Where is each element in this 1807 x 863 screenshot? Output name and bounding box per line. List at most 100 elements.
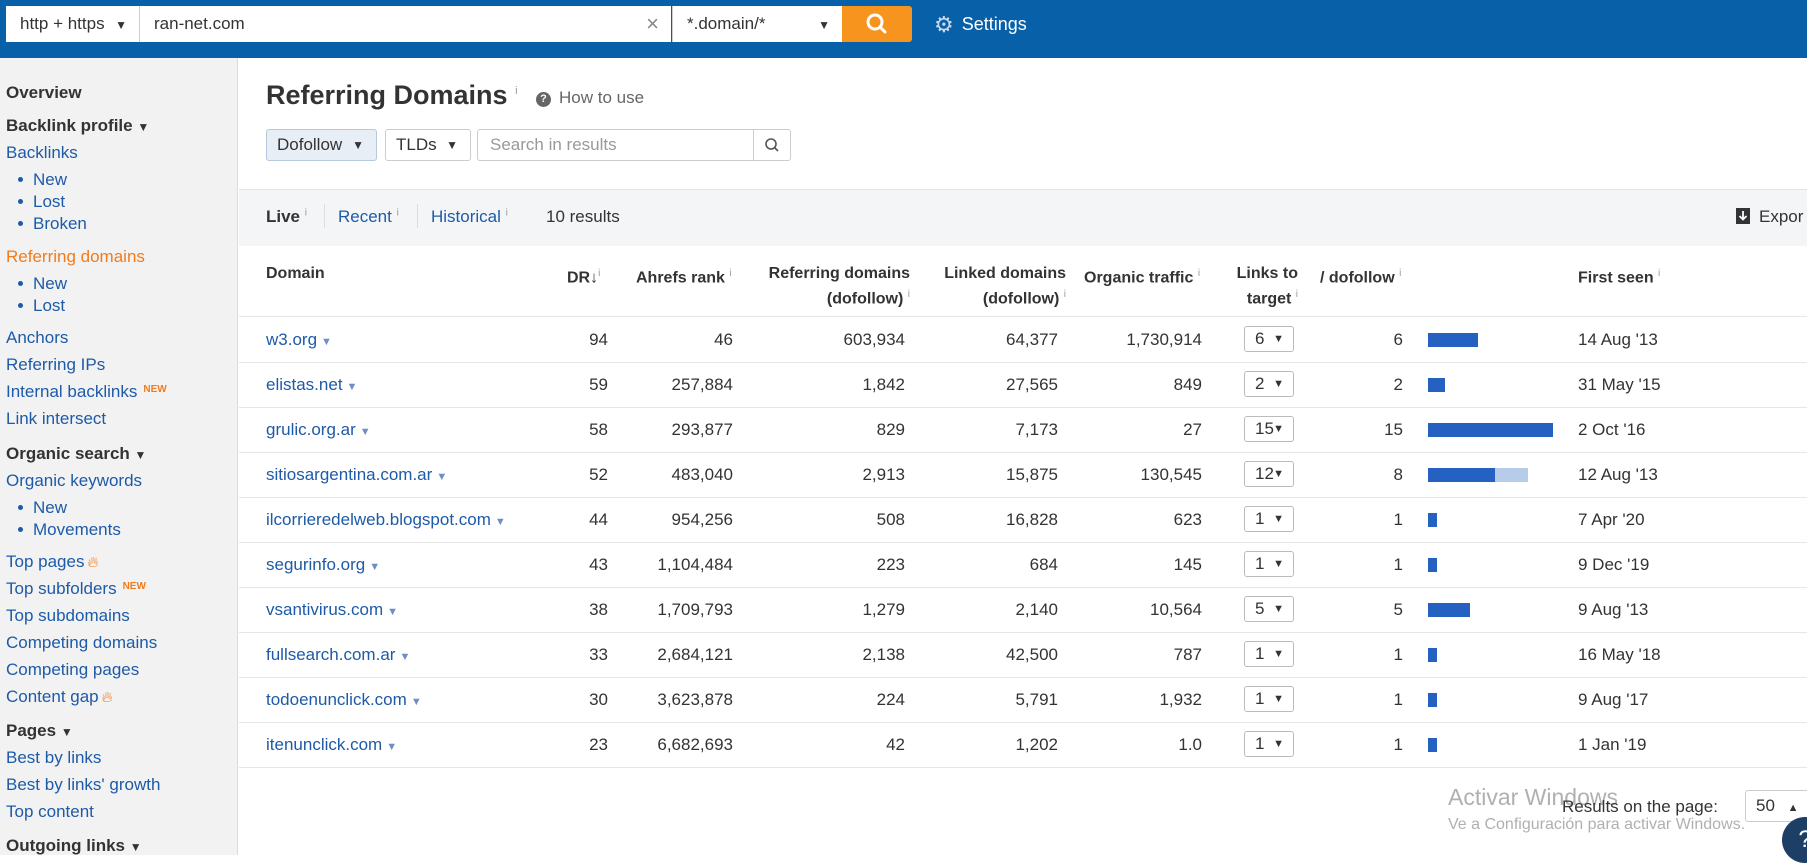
col-header-line: Linked domains (944, 265, 1066, 282)
domain-link[interactable]: grulic.org.ar ▼ (266, 420, 371, 440)
chevron-down-icon[interactable]: ▼ (387, 606, 399, 618)
domain-link[interactable]: elistas.net ▼ (266, 375, 357, 395)
sidebar-item-competing-domains[interactable]: Competing domains (6, 633, 158, 652)
domain-link[interactable]: w3.org ▼ (266, 330, 332, 350)
sidebar-item-content-gap[interactable]: Content gap 🔥︎ (6, 687, 113, 707)
links-to-target-select[interactable]: 2 ▼ (1244, 371, 1294, 397)
tab-live[interactable]: Live i (266, 207, 307, 227)
ahrefs-rank-value: 483,040 (671, 465, 733, 484)
links-bar-dofollow (1428, 423, 1553, 437)
sidebar-section-organic-search[interactable]: Organic search ▼ (6, 444, 146, 464)
links-to-target-select[interactable]: 1 ▼ (1244, 551, 1294, 577)
sidebar-item-organic-keywords[interactable]: Organic keywords (6, 471, 143, 490)
links-bar-dofollow (1428, 603, 1470, 617)
tlds-filter[interactable]: TLDs ▼ (385, 129, 471, 161)
col-header-organic-traffic[interactable]: Organic traffic i (1084, 263, 1200, 288)
links-to-target-select[interactable]: 1 ▼ (1244, 686, 1294, 712)
tab-recent[interactable]: Recent i (338, 207, 399, 227)
chevron-down-icon[interactable]: ▼ (369, 561, 381, 573)
search-in-results-input[interactable]: Search in results (477, 129, 791, 161)
sidebar-item-rd-lost[interactable]: Lost (18, 296, 65, 316)
chevron-down-icon[interactable]: ▼ (494, 516, 506, 528)
col-header-dofollow[interactable]: / dofollow i (1320, 263, 1401, 288)
bullet-icon (18, 303, 23, 308)
sidebar-item-backlinks[interactable]: Backlinks (6, 143, 78, 162)
domain-link[interactable]: vsantivirus.com ▼ (266, 600, 398, 620)
results-per-page-select[interactable]: 50 ▲ (1745, 790, 1807, 822)
info-icon[interactable]: i (515, 85, 518, 97)
links-to-target-select[interactable]: 6 ▼ (1244, 326, 1294, 352)
links-bar-total (1495, 468, 1528, 482)
sidebar-item-best-by-links[interactable]: Best by links (6, 748, 102, 767)
links-to-target-select[interactable]: 5 ▼ (1244, 596, 1294, 622)
sidebar-item-top-subdomains[interactable]: Top subdomains (6, 606, 130, 625)
chevron-down-icon[interactable]: ▼ (436, 471, 448, 483)
domain-link[interactable]: ilcorrieredelweb.blogspot.com ▼ (266, 510, 506, 530)
chevron-down-icon: ▼ (1273, 693, 1284, 705)
sidebar-item-competing-pages[interactable]: Competing pages (6, 660, 140, 679)
sidebar-item-internal-backlinks[interactable]: Internal backlinks NEW (6, 382, 167, 402)
settings-link[interactable]: ⚙ Settings (934, 12, 1027, 37)
sidebar-item-overview[interactable]: Overview (6, 83, 82, 102)
sidebar-item-rd-new[interactable]: New (18, 274, 67, 294)
row-divider (239, 632, 1807, 633)
sidebar-item-best-by-links-growth[interactable]: Best by links' growth (6, 775, 161, 794)
sidebar-item-top-subfolders[interactable]: Top subfolders NEW (6, 579, 146, 599)
sidebar-item-referring-domains[interactable]: Referring domains (6, 247, 145, 266)
domain-link[interactable]: fullsearch.com.ar ▼ (266, 645, 410, 665)
help-button[interactable]: ? (1782, 817, 1807, 863)
dofollow-value: 1 (1393, 510, 1403, 529)
sidebar-item-link-intersect[interactable]: Link intersect (6, 409, 107, 428)
protocol-select[interactable]: http + https ▼ (6, 6, 140, 42)
sidebar-item-top-pages[interactable]: Top pages 🔥︎ (6, 552, 98, 572)
sidebar-item-anchors[interactable]: Anchors (6, 328, 69, 347)
search-button[interactable] (842, 6, 912, 42)
links-to-target-select[interactable]: 1 ▼ (1244, 506, 1294, 532)
sidebar-section-pages[interactable]: Pages ▼ (6, 721, 73, 741)
links-to-target-select[interactable]: 15 ▼ (1244, 416, 1294, 442)
col-header-links-to-target[interactable]: Links to target i (1218, 263, 1298, 309)
domain-link[interactable]: itenunclick.com ▼ (266, 735, 397, 755)
chevron-down-icon[interactable]: ▼ (386, 741, 398, 753)
chevron-down-icon[interactable]: ▼ (399, 651, 411, 663)
search-icon[interactable] (753, 130, 790, 160)
col-header-first-seen[interactable]: First seen i (1578, 263, 1660, 288)
dofollow-filter[interactable]: Dofollow ▼ (266, 129, 377, 161)
col-header-ahrefs-rank[interactable]: Ahrefs rank i (636, 263, 732, 288)
tab-historical[interactable]: Historical i (431, 207, 508, 227)
chevron-down-icon[interactable]: ▼ (321, 336, 332, 348)
row-divider (239, 497, 1807, 498)
domain-link[interactable]: segurinfo.org ▼ (266, 555, 380, 575)
sidebar-item-backlinks-lost[interactable]: Lost (18, 192, 65, 212)
sidebar-item-ok-new[interactable]: New (18, 498, 67, 518)
sidebar-item-referring-ips[interactable]: Referring IPs (6, 355, 106, 374)
divider (239, 316, 1807, 317)
sidebar-item-backlinks-broken[interactable]: Broken (18, 214, 87, 234)
organic-traffic-value: 849 (1173, 375, 1202, 394)
export-button[interactable]: Expor (1735, 207, 1803, 227)
sidebar-item-ok-movements[interactable]: Movements (18, 520, 121, 540)
col-header-linked-domains[interactable]: Linked domains (dofollow) i (908, 263, 1066, 309)
domain-link[interactable]: sitiosargentina.com.ar ▼ (266, 465, 447, 485)
domain-text: grulic.org.ar (266, 420, 356, 439)
links-to-target-select[interactable]: 12 ▼ (1244, 461, 1294, 487)
sidebar-item-top-content[interactable]: Top content (6, 802, 94, 821)
first-seen-value: 31 May '15 (1578, 375, 1661, 394)
col-header-domain[interactable]: Domain (266, 265, 325, 282)
sidebar-section-backlink-profile[interactable]: Backlink profile ▼ (6, 116, 149, 136)
domain-link[interactable]: todoenunclick.com ▼ (266, 690, 422, 710)
col-header-dr[interactable]: DR↓i (567, 263, 600, 288)
mode-select[interactable]: *.domain/* ▼ (672, 6, 842, 42)
sidebar-item-backlinks-new[interactable]: New (18, 170, 67, 190)
how-to-use-link[interactable]: ? How to use (536, 88, 644, 108)
chevron-down-icon[interactable]: ▼ (346, 381, 358, 393)
url-input[interactable]: ran-net.com × (140, 6, 671, 42)
links-to-target-select[interactable]: 1 ▼ (1244, 731, 1294, 757)
section-label: Organic search (6, 444, 130, 463)
chevron-down-icon[interactable]: ▼ (410, 696, 422, 708)
col-header-referring-domains[interactable]: Referring domains (dofollow) i (744, 263, 910, 309)
sidebar-section-outgoing-links[interactable]: Outgoing links ▼ (6, 836, 142, 856)
clear-icon[interactable]: × (646, 11, 659, 36)
links-to-target-select[interactable]: 1 ▼ (1244, 641, 1294, 667)
chevron-down-icon[interactable]: ▼ (359, 426, 371, 438)
